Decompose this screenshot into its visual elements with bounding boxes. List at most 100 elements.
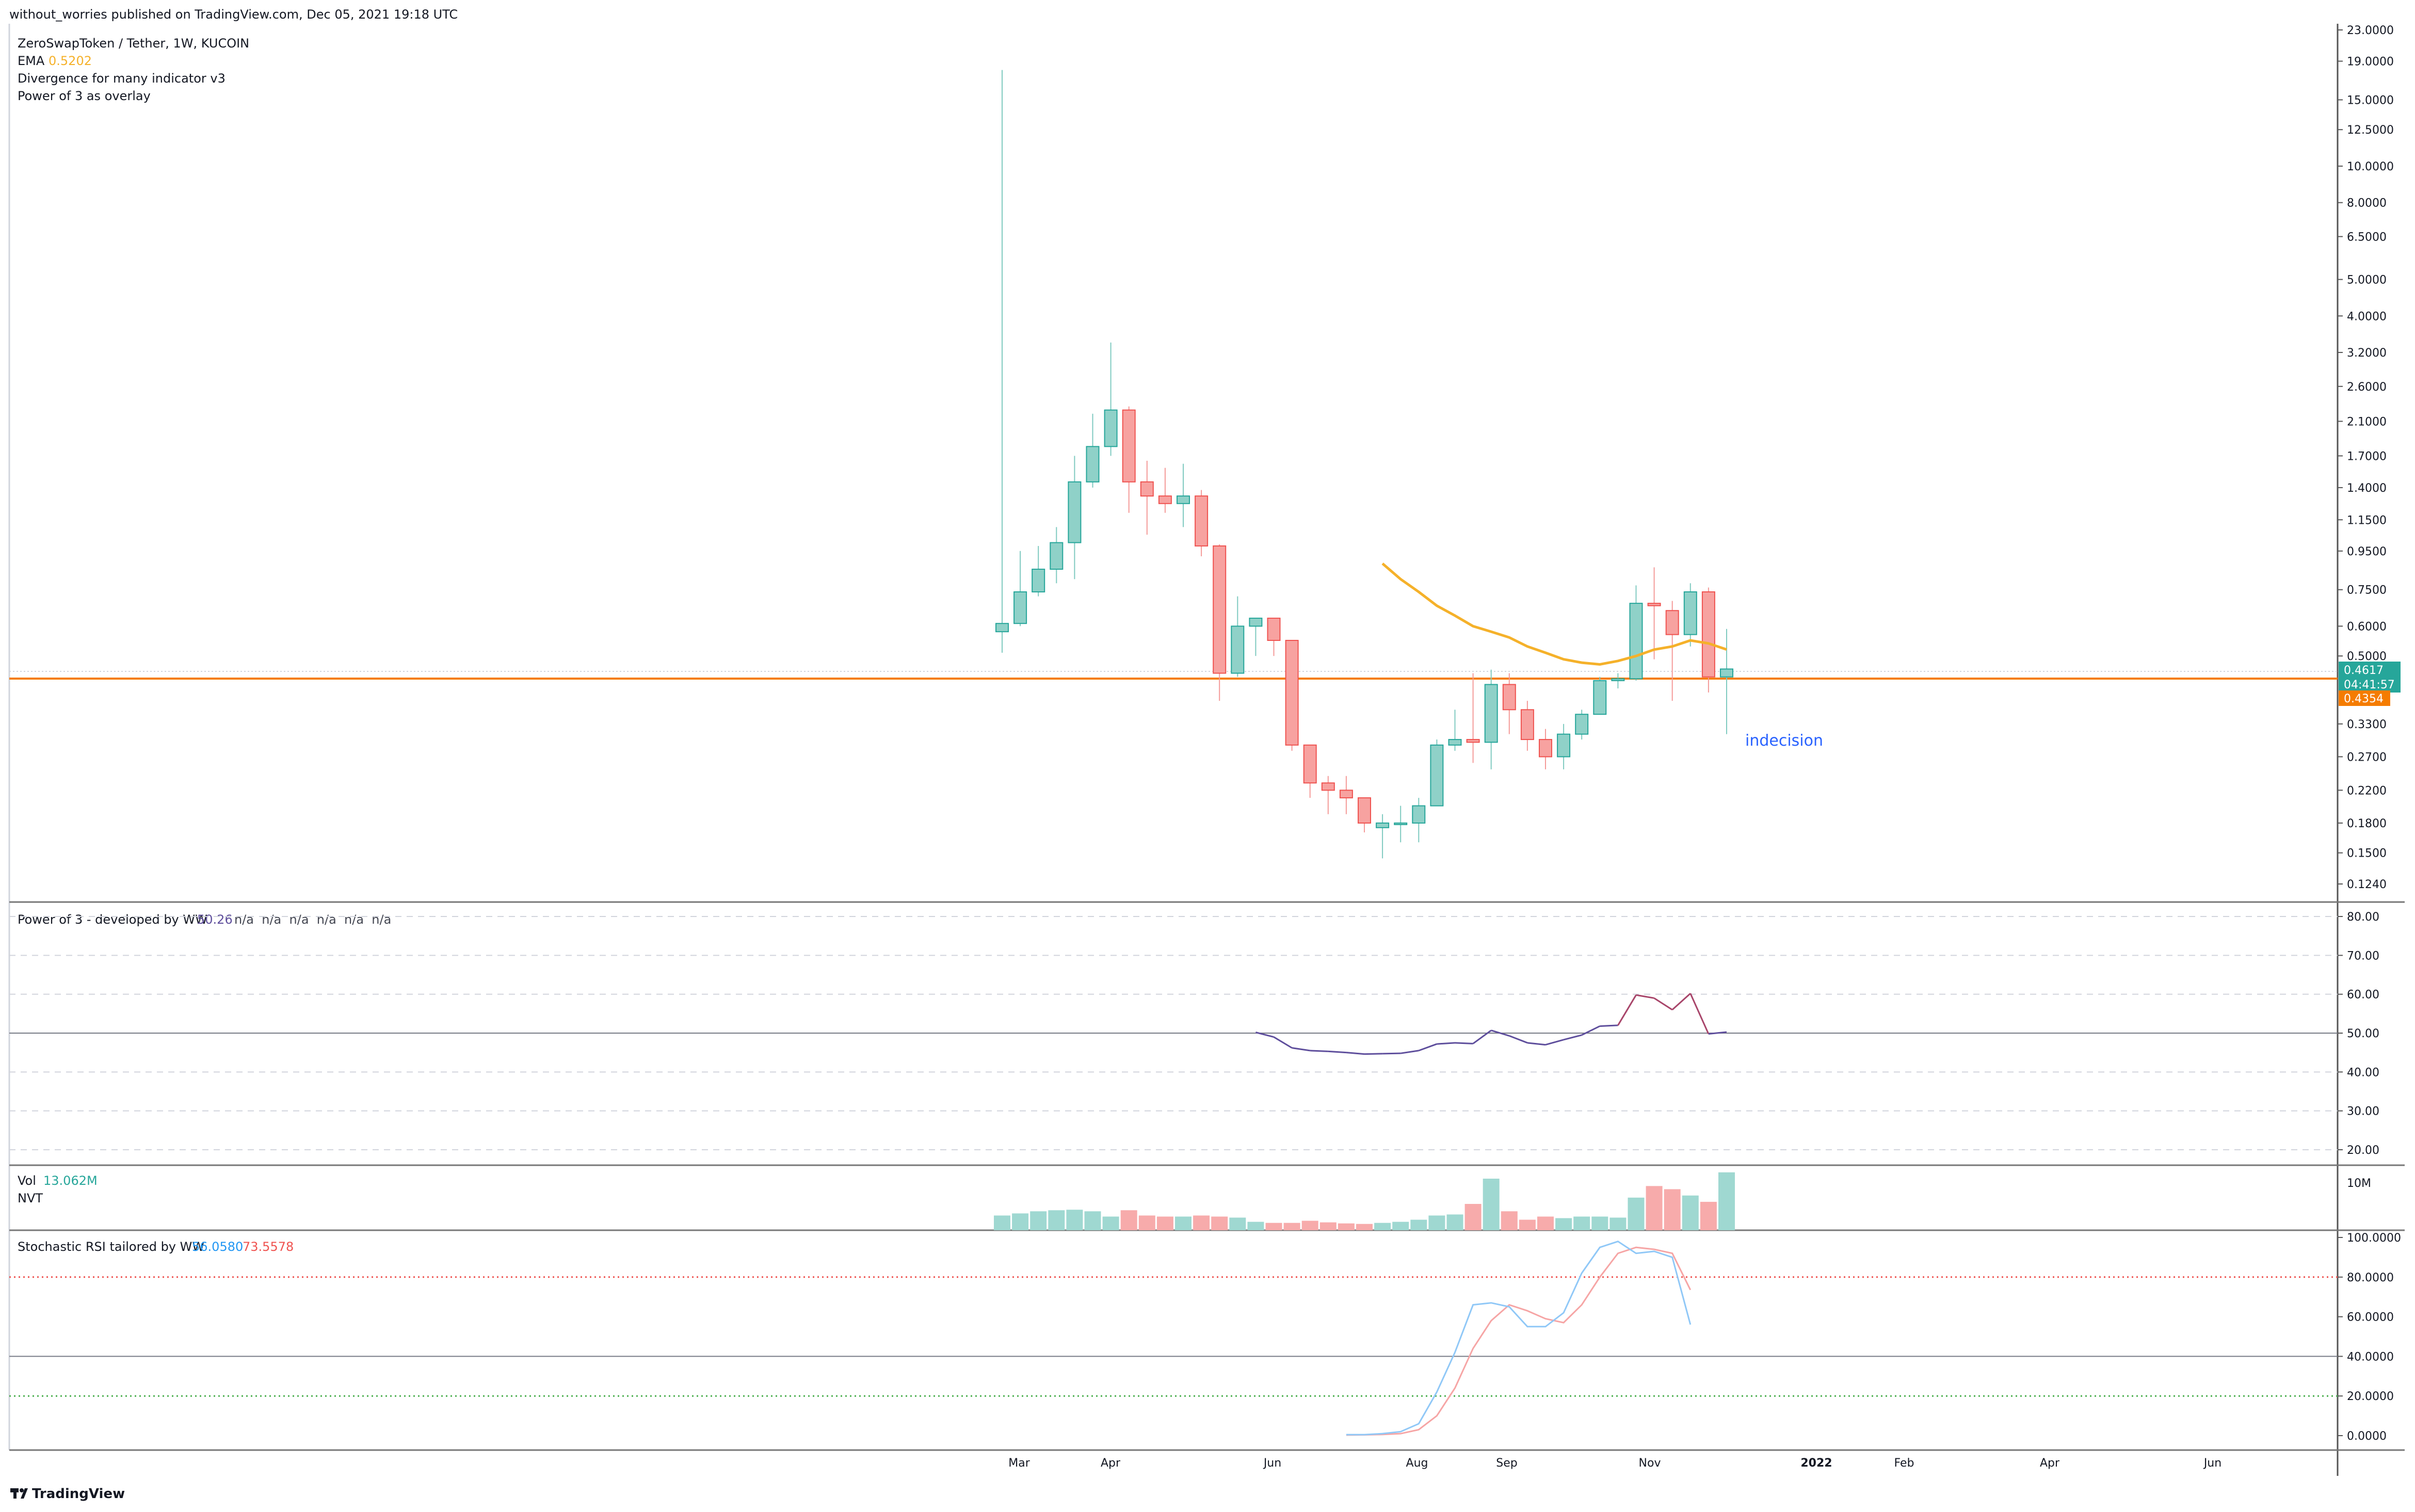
price-tick-label: 1.7000 <box>2347 450 2387 463</box>
price-tick-label: 0.5000 <box>2347 650 2387 663</box>
volume-bar <box>1048 1210 1065 1230</box>
published-text: without_worries published on TradingView… <box>9 7 458 22</box>
last-price-text: 0.4617 <box>2344 664 2384 677</box>
volume-bar <box>1301 1220 1318 1230</box>
time-tick-label: Jun <box>1263 1457 1281 1470</box>
power3-line-segment <box>1273 1036 1293 1049</box>
price-tick-label: 23.0000 <box>2347 24 2394 37</box>
indicator-power3-overlay: Power of 3 as overlay <box>18 89 151 103</box>
power3-line-segment <box>1455 1042 1473 1044</box>
power3-line-segment <box>1292 1047 1310 1052</box>
time-tick-label: Apr <box>2040 1457 2060 1470</box>
time-tick-label: Aug <box>1406 1457 1428 1470</box>
candle-body <box>1122 409 1136 482</box>
volume-pane: 10M <box>994 1172 2371 1230</box>
candle-body <box>1430 744 1444 807</box>
volume-bar <box>1410 1219 1427 1230</box>
power3-line-segment <box>1563 1034 1582 1041</box>
last-price-badge: 0.4617 04:41:57 <box>2339 662 2401 693</box>
price-tick-label: 15.0000 <box>2347 94 2394 107</box>
volume-bar <box>1211 1216 1228 1230</box>
candle-body <box>1448 739 1462 746</box>
volume-bar <box>1537 1216 1554 1230</box>
candle-body <box>1629 603 1643 680</box>
time-tick-label: 2022 <box>1800 1457 1832 1470</box>
power3-tick-label: 70.00 <box>2347 950 2379 962</box>
power3-line-segment <box>1310 1050 1328 1052</box>
candle-body <box>1575 714 1589 735</box>
stoch-title: Stochastic RSI tailored by WW <box>18 1240 204 1254</box>
price-tick-label: 4.0000 <box>2347 310 2387 323</box>
volume-bar <box>1682 1195 1699 1230</box>
volume-bar <box>1338 1223 1355 1230</box>
candle-body <box>1394 822 1408 825</box>
volume-bar <box>1573 1216 1590 1230</box>
volume-bar <box>1591 1216 1608 1230</box>
volume-bar <box>1609 1217 1627 1230</box>
time-tick-label: Feb <box>1894 1457 1914 1470</box>
candle-body <box>1593 680 1607 715</box>
volume-bar <box>1030 1211 1047 1230</box>
volume-bar <box>1193 1215 1210 1230</box>
candle-body <box>1140 481 1154 497</box>
volume-bar <box>1718 1172 1735 1230</box>
volume-axis-label: 10M <box>2347 1177 2371 1190</box>
power3-line-segment <box>1708 1031 1727 1035</box>
power3-line-segment <box>1617 994 1637 1026</box>
candle-body <box>1267 617 1281 641</box>
volume-bar <box>1646 1186 1663 1230</box>
volume-bar <box>1519 1219 1536 1230</box>
volume-bar <box>1501 1211 1518 1230</box>
volume-bar <box>1664 1189 1681 1230</box>
price-tick-label: 0.6000 <box>2347 620 2387 633</box>
candle-body <box>1701 591 1715 678</box>
candle-body <box>1339 790 1353 799</box>
price-tick-label: 1.1500 <box>2347 514 2387 527</box>
candle-body <box>1104 409 1118 447</box>
candle-body <box>1557 733 1571 758</box>
ema-value: 0.5202 <box>49 54 92 68</box>
power3-na: n/a n/a n/a n/a n/a n/a <box>234 912 391 927</box>
candle-body <box>1177 495 1190 504</box>
volume-bar <box>1066 1210 1083 1230</box>
power3-line-segment <box>1328 1050 1346 1054</box>
stoch-tick-label: 100.0000 <box>2347 1232 2401 1245</box>
volume-bar <box>1483 1179 1500 1230</box>
candle-body <box>1665 610 1679 635</box>
price-tick-label: 6.5000 <box>2347 231 2387 244</box>
power3-line-segment <box>1653 997 1673 1011</box>
candle-body <box>1484 684 1498 743</box>
price-tick-label: 5.0000 <box>2347 274 2387 287</box>
power3-line-segment <box>1636 994 1654 999</box>
volume-bar <box>1700 1201 1717 1230</box>
candle-body <box>1231 625 1245 674</box>
candle-body <box>1647 603 1661 606</box>
candle-body <box>1683 591 1697 635</box>
ema-label: EMA <box>18 54 45 68</box>
candle-body <box>1158 495 1172 504</box>
time-tick-label: Mar <box>1008 1457 1030 1470</box>
candle-body <box>1611 678 1625 681</box>
volume-bar <box>1120 1210 1137 1230</box>
power3-tick-label: 40.00 <box>2347 1066 2379 1079</box>
volume-bar <box>1628 1197 1645 1230</box>
power3-line-segment <box>1437 1042 1455 1045</box>
indicator-divergence: Divergence for many indicator v3 <box>18 71 226 86</box>
volume-bar <box>1446 1214 1463 1230</box>
price-tick-label: 0.9500 <box>2347 545 2387 558</box>
candle-body <box>1466 739 1480 743</box>
stoch-tick-label: 60.0000 <box>2347 1311 2394 1324</box>
price-tick-label: 0.3300 <box>2347 718 2387 731</box>
price-tick-label: 0.7500 <box>2347 584 2387 597</box>
stoch-rsi-pane: 100.0000 80.0000 60.0000 40.0000 20.0000 0.00… <box>9 1232 2401 1443</box>
candle-body <box>1050 542 1064 570</box>
candle-body <box>1195 495 1209 546</box>
candle-body <box>1032 569 1045 592</box>
vol-value: 13.062M <box>43 1173 98 1188</box>
volume-bar <box>1156 1216 1173 1230</box>
candle-body <box>1376 822 1390 828</box>
price-tick-label: 10.0000 <box>2347 160 2394 173</box>
candle-body <box>1249 617 1263 627</box>
candle-body <box>1013 591 1027 624</box>
